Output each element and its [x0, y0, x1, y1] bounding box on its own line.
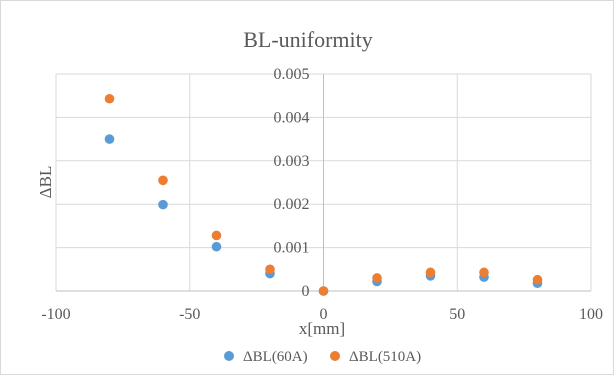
- tick-labels: -100 -50 0 50 100 0 0.001 0.002 0.003 0.004 0.005: [41, 66, 603, 323]
- data-point: [104, 134, 115, 144]
- legend: ΔBL(60A) ΔBL(510A): [224, 349, 421, 365]
- legend-marker: [224, 351, 234, 361]
- data-point: [372, 273, 382, 283]
- data-point: [158, 175, 168, 186]
- legend-label: ΔBL(60A): [243, 349, 308, 365]
- y-tick-label: 0.002: [274, 196, 310, 213]
- y-tick-label: 0.004: [274, 109, 310, 126]
- x-axis-title: x[mm]: [299, 319, 345, 338]
- y-tick-label: 0.001: [274, 240, 310, 257]
- x-tick-label: -100: [41, 306, 70, 323]
- y-tick-label: 0: [302, 283, 310, 300]
- data-point: [104, 93, 115, 104]
- x-tick-label: 0: [320, 306, 328, 323]
- axes: [56, 74, 591, 292]
- data-point: [158, 199, 168, 210]
- data-point: [265, 264, 275, 275]
- chart-title: BL-uniformity: [243, 27, 373, 52]
- data-point: [211, 241, 222, 252]
- data-point: [425, 267, 436, 278]
- data-points: [104, 93, 543, 296]
- legend-marker: [330, 351, 340, 361]
- legend-item: ΔBL(60A): [224, 349, 308, 365]
- legend-item: ΔBL(510A): [330, 349, 421, 365]
- x-tick-label: 100: [579, 306, 603, 323]
- y-tick-label: 0.003: [274, 153, 310, 170]
- data-point: [211, 230, 222, 241]
- legend-label: ΔBL(510A): [349, 349, 421, 365]
- data-point: [318, 286, 329, 296]
- x-tick-label: -50: [179, 306, 200, 323]
- x-tick-label: 50: [449, 306, 465, 323]
- data-point: [479, 267, 489, 278]
- data-point: [532, 274, 543, 285]
- y-axis-title: ΔBL: [36, 166, 55, 199]
- y-tick-label: 0.005: [274, 66, 310, 83]
